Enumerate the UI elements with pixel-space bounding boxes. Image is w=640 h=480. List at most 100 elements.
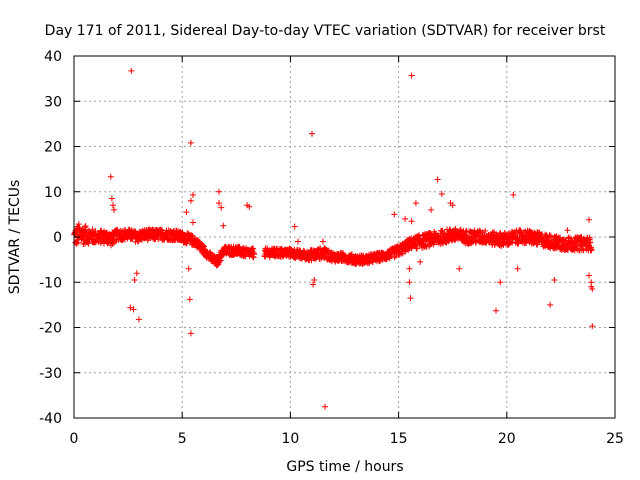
data-point-outlier bbox=[187, 197, 194, 204]
y-tick-label: -40 bbox=[39, 411, 62, 427]
data-point bbox=[586, 239, 593, 246]
data-point-outlier bbox=[564, 227, 571, 234]
data-point-outlier bbox=[493, 307, 499, 314]
data-point bbox=[188, 232, 195, 239]
data-point-outlier bbox=[187, 139, 194, 146]
grid-lines bbox=[74, 56, 615, 418]
x-tick-labels: 0 5 10 15 20 25 bbox=[70, 431, 624, 447]
data-point-outlier bbox=[108, 195, 115, 202]
data-point bbox=[476, 227, 483, 234]
x-tick-label: 0 bbox=[70, 431, 79, 447]
data-point bbox=[189, 233, 196, 240]
data-point-outlier bbox=[295, 238, 301, 245]
data-point bbox=[588, 246, 595, 253]
data-point-outlier bbox=[127, 304, 134, 311]
data-point-outlier bbox=[510, 191, 517, 198]
data-point bbox=[546, 232, 553, 239]
data-point-outlier bbox=[588, 279, 595, 286]
data-point-outlier bbox=[190, 219, 196, 226]
data-point-outlier bbox=[111, 206, 117, 213]
data-point-outlier bbox=[131, 277, 138, 283]
data-point bbox=[85, 240, 92, 247]
data-point bbox=[183, 240, 190, 247]
x-tick-label: 20 bbox=[498, 431, 516, 447]
y-tick-label: -20 bbox=[39, 321, 62, 337]
data-point-outlier bbox=[514, 265, 521, 272]
data-point-outlier bbox=[130, 306, 137, 313]
x-tick-label: 25 bbox=[606, 431, 624, 447]
data-point-outlier bbox=[391, 211, 398, 218]
y-tick-label: -10 bbox=[39, 275, 62, 291]
data-point bbox=[200, 243, 207, 250]
y-tick-label: 10 bbox=[44, 185, 62, 201]
y-axis-label: SDTVAR / TECUs bbox=[7, 180, 23, 295]
data-point-outlier bbox=[408, 72, 415, 79]
axis-ticks bbox=[73, 55, 616, 419]
data-point-outlier bbox=[110, 202, 116, 209]
data-point-outlier bbox=[589, 286, 596, 292]
y-tick-label: 20 bbox=[44, 140, 62, 156]
data-point-outlier bbox=[310, 281, 317, 288]
data-point-outlier bbox=[107, 173, 114, 180]
data-point-outlier bbox=[402, 215, 409, 222]
data-point bbox=[391, 254, 398, 261]
data-point-outlier bbox=[447, 200, 454, 207]
data-point-outlier bbox=[434, 176, 441, 183]
data-point-outlier bbox=[185, 265, 192, 272]
data-point-outlier bbox=[456, 265, 463, 272]
x-axis-label: GPS time / hours bbox=[286, 459, 403, 475]
y-tick-label: 30 bbox=[44, 94, 62, 110]
data-point bbox=[562, 238, 569, 245]
data-point-outlier bbox=[311, 277, 318, 283]
data-point-outlier bbox=[407, 295, 414, 302]
data-point bbox=[82, 223, 89, 229]
data-point bbox=[414, 245, 420, 252]
data-point-outlier bbox=[397, 243, 404, 250]
data-point-outlier bbox=[187, 330, 194, 337]
x-tick-label: 5 bbox=[178, 431, 187, 447]
data-point-outlier bbox=[428, 206, 435, 213]
data-point-outlier bbox=[216, 200, 222, 207]
data-point-outlier bbox=[547, 301, 554, 308]
data-point bbox=[217, 257, 224, 264]
data-point-outlier bbox=[417, 258, 424, 265]
data-point bbox=[98, 227, 105, 234]
x-tick-label: 15 bbox=[390, 431, 408, 447]
data-point-outlier bbox=[319, 238, 326, 245]
data-point-outlier bbox=[586, 272, 592, 279]
data-point-outlier bbox=[291, 223, 298, 230]
y-tick-label: 0 bbox=[53, 230, 62, 246]
data-point-outlier bbox=[135, 316, 142, 323]
data-point-outlier bbox=[220, 222, 227, 229]
data-point-outlier bbox=[128, 67, 135, 74]
data-point-outlier bbox=[586, 216, 592, 223]
data-points bbox=[71, 67, 596, 410]
data-point-outlier bbox=[406, 265, 413, 272]
data-point-outlier bbox=[186, 296, 193, 303]
data-point-outlier bbox=[133, 270, 140, 277]
data-point-outlier bbox=[183, 209, 190, 216]
data-point bbox=[547, 232, 554, 239]
chart-title: Day 171 of 2011, Sidereal Day-to-day VTE… bbox=[45, 23, 606, 39]
data-point bbox=[73, 240, 80, 247]
data-point bbox=[587, 239, 594, 246]
y-tick-label: 40 bbox=[44, 49, 62, 65]
data-point-outlier bbox=[309, 130, 315, 137]
data-point-outlier bbox=[406, 279, 413, 286]
data-point bbox=[482, 227, 489, 234]
y-tick-labels: -40 -30 -20 -10 0 10 20 30 40 bbox=[39, 49, 62, 427]
data-point-outlier bbox=[190, 191, 196, 198]
data-point bbox=[250, 254, 257, 261]
x-tick-label: 10 bbox=[281, 431, 299, 447]
data-point-outlier bbox=[412, 200, 419, 207]
data-point bbox=[109, 240, 116, 247]
data-point-outlier bbox=[246, 203, 253, 210]
data-point bbox=[515, 240, 522, 247]
data-point-outlier bbox=[322, 403, 328, 410]
data-point-outlier bbox=[218, 204, 225, 211]
data-point-outlier bbox=[589, 323, 596, 330]
data-point-outlier bbox=[438, 191, 445, 197]
data-point-outlier bbox=[408, 218, 415, 225]
data-point-outlier bbox=[216, 188, 222, 195]
